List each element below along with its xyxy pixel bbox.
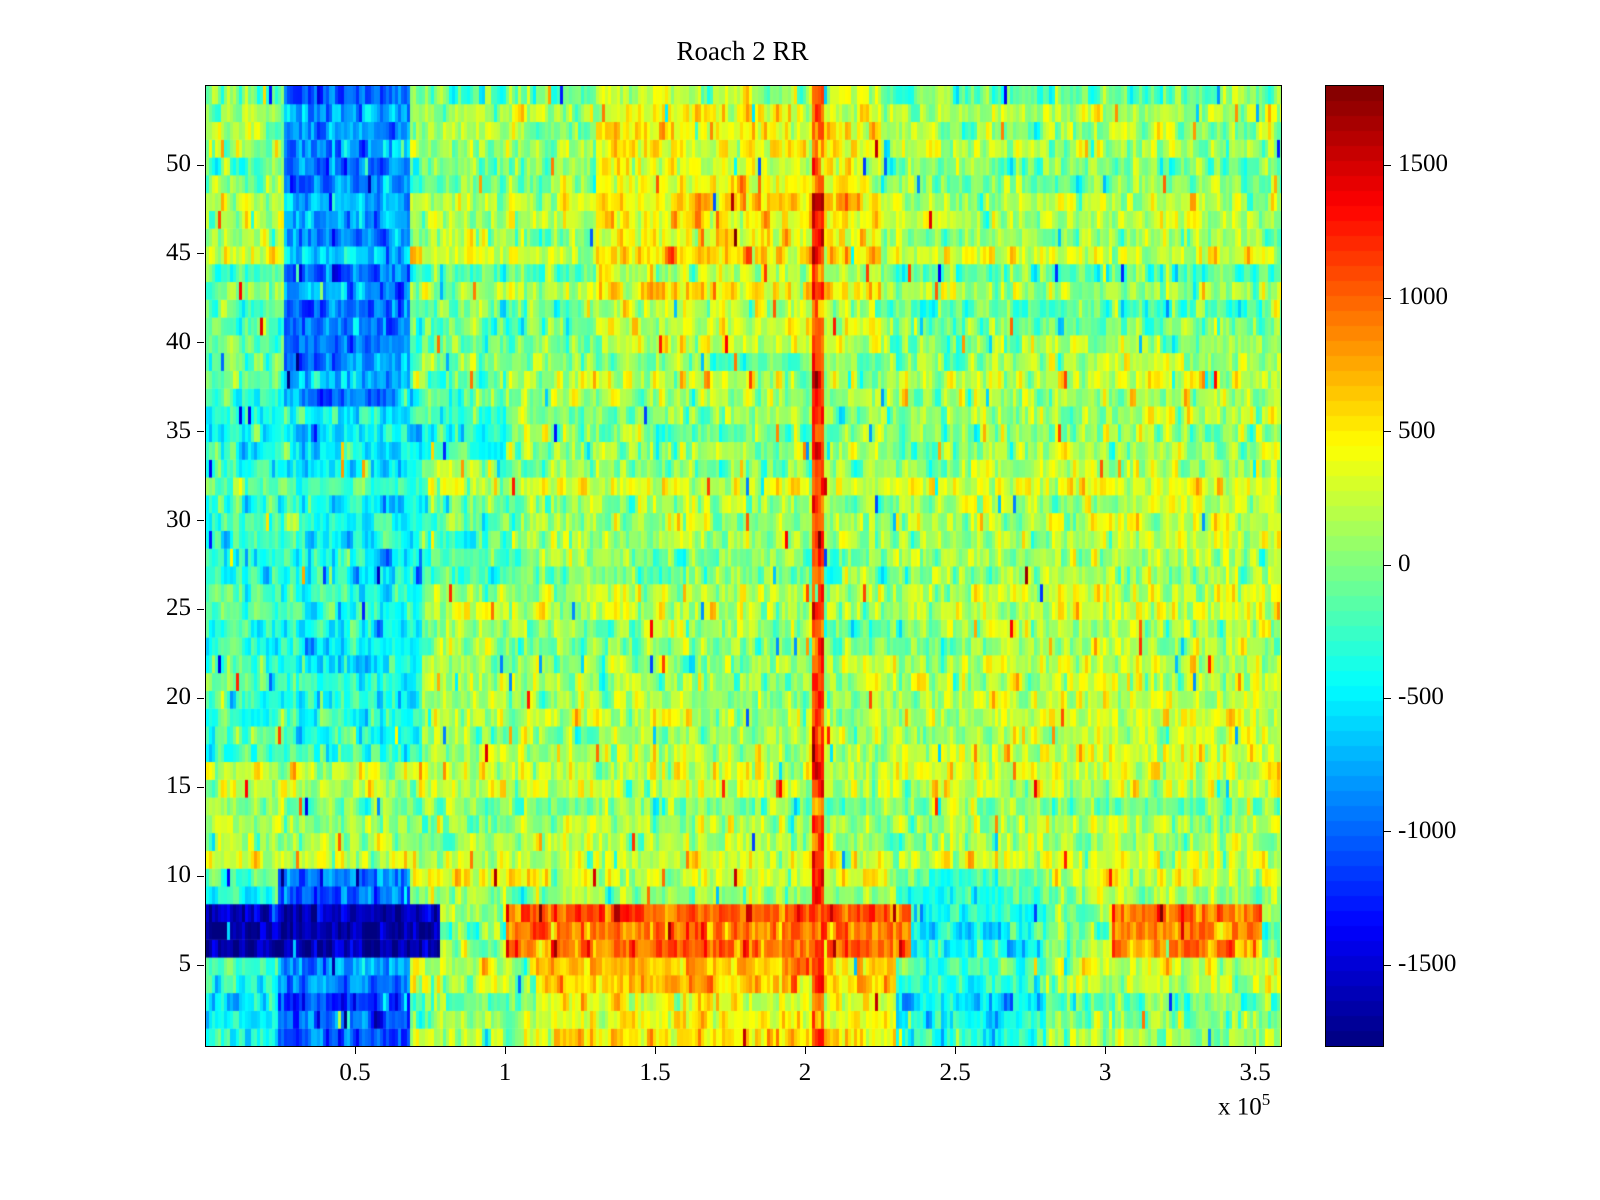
colorbar-tick-mark [1384, 697, 1391, 699]
x-tick-mark [504, 1047, 506, 1054]
y-tick-mark [197, 786, 204, 788]
colorbar-tick-label: 1500 [1398, 150, 1448, 177]
y-tick-mark [197, 608, 204, 610]
x-tick-mark [804, 1047, 806, 1054]
y-tick-mark [197, 164, 204, 166]
x-tick-label: 1 [498, 1059, 512, 1086]
x-axis-multiplier-text: x 10 [1218, 1093, 1262, 1121]
y-tick-mark [197, 253, 204, 255]
y-tick-label: 20 [166, 683, 191, 711]
y-tick-mark [197, 697, 204, 699]
colorbar-tick-mark [1384, 164, 1391, 166]
colorbar-tick-label: -500 [1398, 683, 1444, 711]
heatmap-canvas [205, 85, 1282, 1047]
y-tick-label: 30 [166, 505, 191, 533]
colorbar-tick-label: 0 [1398, 550, 1411, 577]
x-axis-exponent-value: 5 [1261, 1090, 1271, 1109]
y-tick-label: 50 [166, 150, 191, 177]
y-tick-mark [197, 520, 204, 522]
y-tick-label: 5 [178, 950, 192, 977]
y-tick-mark [197, 964, 204, 966]
x-tick-label: 2 [798, 1059, 812, 1086]
x-tick-mark [1104, 1047, 1106, 1054]
colorbar-tick-mark [1384, 431, 1391, 433]
y-tick-label: 40 [166, 327, 191, 355]
colorbar-tick-mark [1384, 297, 1391, 299]
colorbar-canvas [1325, 85, 1384, 1047]
colorbar-tick-mark [1384, 564, 1391, 566]
x-axis-exponent-label: x 105 [1218, 1090, 1270, 1121]
y-tick-label: 45 [166, 238, 191, 266]
x-tick-label: 0.5 [339, 1059, 371, 1086]
x-tick-label: 3.5 [1239, 1059, 1271, 1086]
y-tick-label: 25 [166, 594, 191, 622]
colorbar-tick-mark [1384, 831, 1391, 833]
y-tick-label: 10 [166, 861, 191, 889]
y-tick-mark [197, 431, 204, 433]
x-tick-mark [654, 1047, 656, 1054]
colorbar-tick-mark [1384, 964, 1391, 966]
colorbar-tick-label: 500 [1398, 416, 1436, 444]
x-tick-mark [1254, 1047, 1256, 1054]
chart-title: Roach 2 RR [676, 36, 809, 66]
y-tick-label: 15 [166, 772, 191, 800]
x-tick-label: 1.5 [639, 1059, 671, 1086]
x-tick-label: 3 [1098, 1059, 1112, 1086]
y-tick-mark [197, 342, 204, 344]
y-tick-label: 35 [166, 416, 191, 444]
x-tick-label: 2.5 [939, 1059, 971, 1086]
colorbar-tick-label: -1500 [1398, 950, 1457, 977]
colorbar-tick-label: 1000 [1398, 283, 1448, 311]
y-tick-mark [197, 875, 204, 877]
colorbar-tick-label: -1000 [1398, 816, 1457, 844]
x-tick-mark [354, 1047, 356, 1054]
x-tick-mark [954, 1047, 956, 1054]
